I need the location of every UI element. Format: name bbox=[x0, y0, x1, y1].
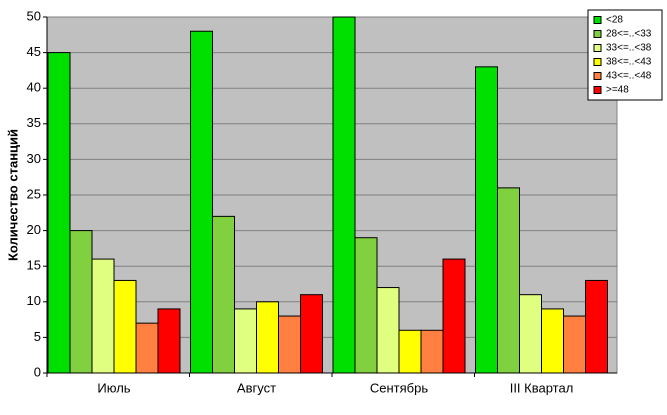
legend-swatch bbox=[593, 30, 602, 38]
bar bbox=[113, 279, 137, 374]
bar bbox=[398, 329, 422, 374]
y-tick-label: 0 bbox=[34, 364, 41, 379]
x-tick-label: Июль bbox=[97, 380, 130, 395]
legend-box bbox=[587, 9, 663, 101]
y-tick-label: 15 bbox=[27, 258, 41, 273]
bar bbox=[563, 315, 586, 374]
legend-swatch bbox=[593, 16, 602, 24]
bar bbox=[91, 258, 115, 374]
legend-swatch bbox=[593, 86, 602, 94]
y-tick-label: 35 bbox=[27, 115, 41, 130]
bar bbox=[157, 308, 181, 374]
legend-label: >=48 bbox=[606, 85, 629, 96]
bar bbox=[300, 294, 323, 374]
bar bbox=[376, 287, 400, 374]
bar bbox=[420, 329, 444, 374]
legend-swatch bbox=[593, 58, 602, 66]
y-tick-label: 10 bbox=[27, 293, 41, 308]
legend-label: 38<=..<43 bbox=[606, 57, 652, 68]
legend-swatch bbox=[593, 72, 602, 80]
bar bbox=[135, 322, 159, 374]
bar bbox=[332, 16, 356, 374]
bar bbox=[497, 187, 520, 374]
bar bbox=[190, 30, 213, 374]
bar bbox=[212, 215, 235, 374]
legend-label: 33<=..<38 bbox=[606, 43, 652, 54]
bar bbox=[541, 308, 564, 374]
bar bbox=[354, 237, 378, 374]
bar bbox=[442, 258, 466, 374]
legend-label: 28<=..<33 bbox=[606, 29, 652, 40]
legend-swatch bbox=[593, 44, 602, 52]
bar bbox=[278, 315, 301, 374]
bar bbox=[519, 294, 542, 374]
x-tick-label: III Квартал bbox=[510, 380, 574, 395]
bar bbox=[256, 301, 279, 374]
y-tick-label: 5 bbox=[34, 329, 41, 344]
legend-label: <28 bbox=[606, 15, 623, 26]
y-tick-label: 25 bbox=[27, 186, 41, 201]
bar bbox=[585, 279, 608, 374]
bar bbox=[47, 52, 71, 374]
x-tick-label: Сентябрь bbox=[370, 380, 428, 395]
bar bbox=[69, 230, 93, 374]
legend-label: 43<=..<48 bbox=[606, 71, 652, 82]
bar bbox=[234, 308, 257, 374]
y-tick-label: 50 bbox=[27, 8, 41, 23]
x-tick-label: Август bbox=[237, 380, 276, 395]
y-tick-label: 45 bbox=[27, 44, 41, 59]
legend: <28 28<=..<33 33<=..<38 38<=..<43 43<=..<48 >… bbox=[587, 9, 663, 101]
y-axis-label: Количество станций bbox=[5, 129, 20, 261]
bar bbox=[475, 66, 498, 374]
y-tick-label: 30 bbox=[27, 151, 41, 166]
y-tick-label: 40 bbox=[27, 80, 41, 95]
y-tick-label: 20 bbox=[27, 222, 41, 237]
